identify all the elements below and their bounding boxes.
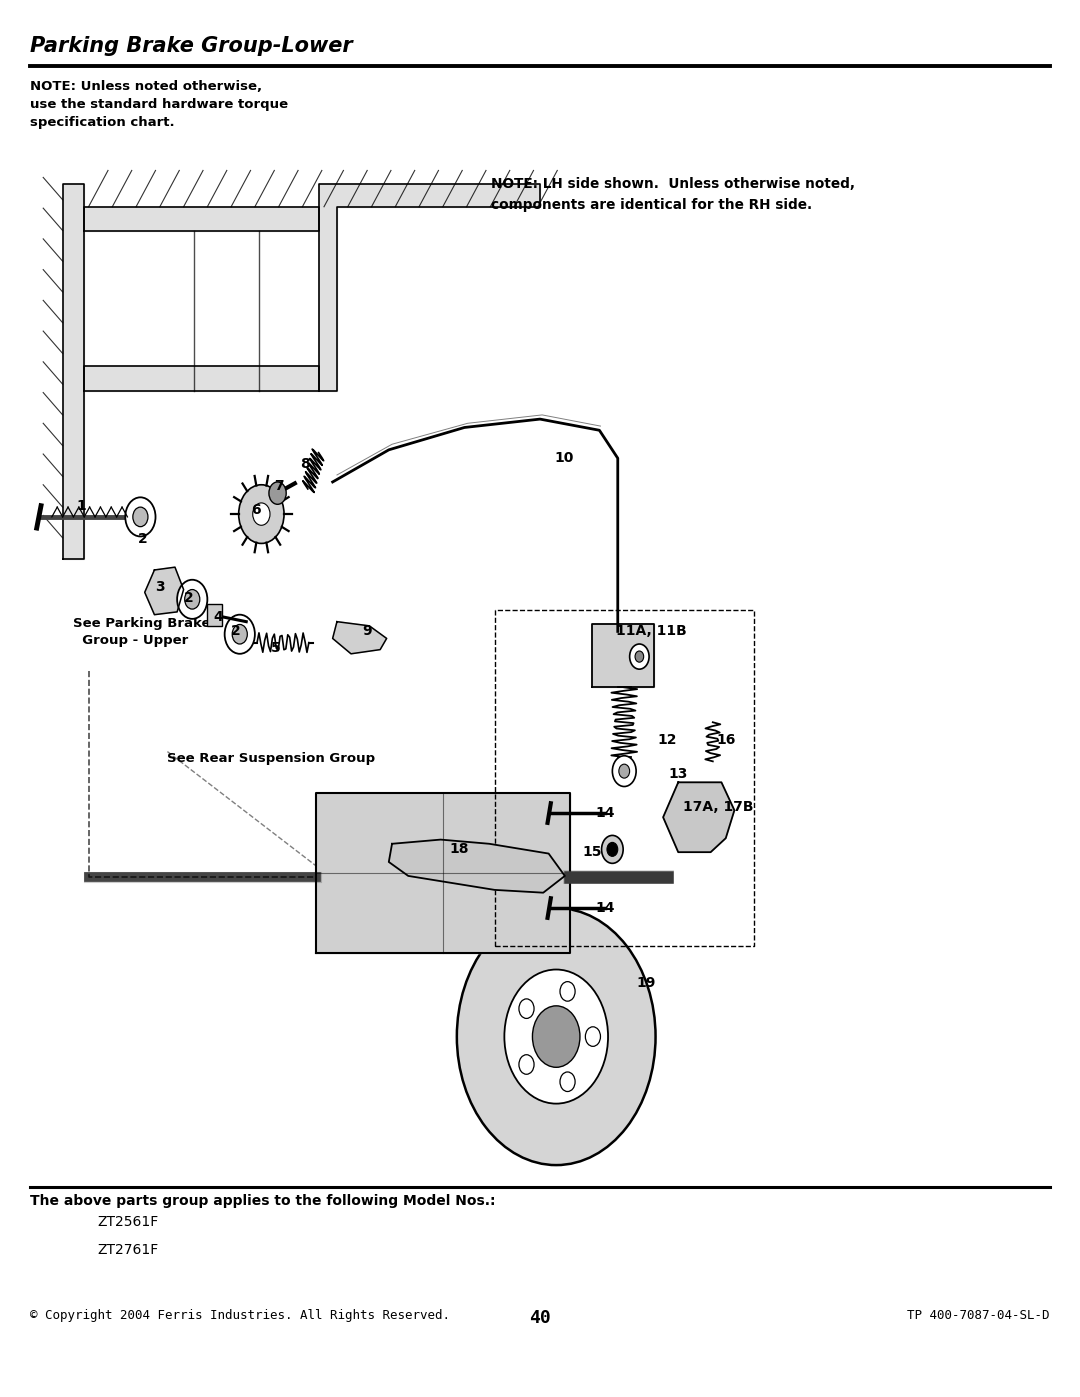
Polygon shape (316, 793, 570, 953)
Circle shape (612, 756, 636, 787)
Text: 11A, 11B: 11A, 11B (616, 624, 687, 638)
Circle shape (518, 999, 534, 1018)
Text: Parking Brake Group-Lower: Parking Brake Group-Lower (30, 36, 353, 56)
Polygon shape (63, 184, 84, 559)
Circle shape (635, 651, 644, 662)
Circle shape (619, 764, 630, 778)
Circle shape (561, 1071, 576, 1091)
Text: 1: 1 (76, 499, 86, 513)
Circle shape (607, 842, 618, 856)
Polygon shape (663, 782, 734, 852)
Text: ZT2561F: ZT2561F (97, 1215, 159, 1229)
Text: The above parts group applies to the following Model Nos.:: The above parts group applies to the fol… (30, 1194, 496, 1208)
Circle shape (504, 970, 608, 1104)
Text: 8: 8 (299, 457, 310, 471)
Text: 12: 12 (658, 733, 677, 747)
Text: 7: 7 (274, 479, 283, 493)
Text: 4: 4 (213, 610, 224, 624)
Text: 10: 10 (554, 451, 573, 465)
Circle shape (185, 590, 200, 609)
Circle shape (532, 1006, 580, 1067)
Circle shape (585, 1027, 600, 1046)
Text: 5: 5 (270, 641, 281, 655)
Circle shape (602, 835, 623, 863)
Text: 9: 9 (363, 624, 372, 638)
Polygon shape (84, 366, 319, 391)
Text: NOTE: LH side shown.  Unless otherwise noted,
components are identical for the R: NOTE: LH side shown. Unless otherwise no… (491, 177, 855, 212)
Text: 2: 2 (184, 591, 194, 605)
Polygon shape (84, 207, 319, 231)
Text: 13: 13 (669, 767, 688, 781)
Text: 2: 2 (230, 624, 241, 638)
Circle shape (457, 908, 656, 1165)
Text: 15: 15 (582, 845, 602, 859)
Polygon shape (333, 622, 387, 654)
Text: © Copyright 2004 Ferris Industries. All Rights Reserved.: © Copyright 2004 Ferris Industries. All … (30, 1309, 450, 1322)
Text: 6: 6 (252, 503, 260, 517)
Polygon shape (319, 184, 540, 391)
Text: 19: 19 (636, 977, 656, 990)
Text: 16: 16 (716, 733, 735, 747)
Circle shape (133, 507, 148, 527)
Polygon shape (389, 840, 565, 893)
Text: 40: 40 (529, 1309, 551, 1327)
Circle shape (253, 503, 270, 525)
Text: ZT2761F: ZT2761F (97, 1243, 159, 1257)
Circle shape (518, 1055, 534, 1074)
Polygon shape (145, 567, 184, 615)
FancyBboxPatch shape (207, 604, 222, 626)
Circle shape (561, 982, 576, 1002)
Text: 14: 14 (595, 901, 615, 915)
Circle shape (232, 624, 247, 644)
Circle shape (269, 482, 286, 504)
Text: See Parking Brake
  Group - Upper: See Parking Brake Group - Upper (73, 617, 211, 647)
Circle shape (225, 615, 255, 654)
Circle shape (239, 485, 284, 543)
Text: 2: 2 (137, 532, 148, 546)
Text: 17A, 17B: 17A, 17B (683, 800, 754, 814)
Text: See Rear Suspension Group: See Rear Suspension Group (167, 752, 376, 764)
Text: 18: 18 (449, 842, 469, 856)
Text: NOTE: Unless noted otherwise,
use the standard hardware torque
specification cha: NOTE: Unless noted otherwise, use the st… (30, 80, 288, 129)
Circle shape (630, 644, 649, 669)
Circle shape (177, 580, 207, 619)
Circle shape (125, 497, 156, 536)
Text: TP 400-7087-04-SL-D: TP 400-7087-04-SL-D (907, 1309, 1050, 1322)
Text: 14: 14 (595, 806, 615, 820)
Polygon shape (592, 624, 654, 687)
Text: 3: 3 (156, 580, 164, 594)
